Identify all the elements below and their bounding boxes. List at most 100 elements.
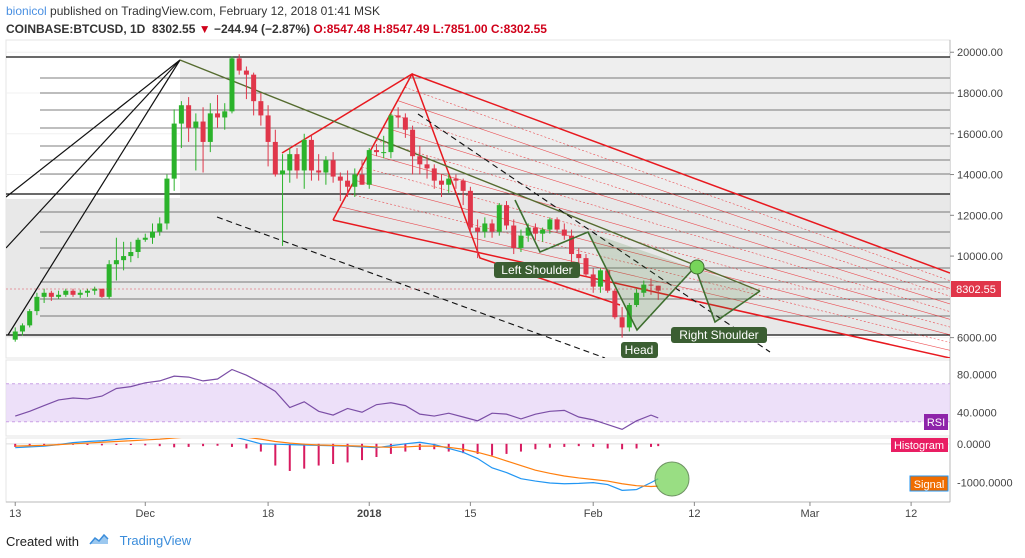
candle (489, 219, 495, 238)
trend-line[interactable] (179, 59, 761, 292)
candle-body (287, 154, 293, 171)
candle-body (619, 317, 625, 328)
price-tick-label: 14000.00 (957, 170, 1003, 182)
candle-body (99, 288, 105, 297)
candle-body (207, 113, 213, 142)
candle-body (106, 264, 112, 297)
candle (294, 148, 300, 179)
candle (121, 241, 127, 271)
candle-body (373, 150, 379, 153)
candle (265, 105, 271, 167)
candle (287, 148, 293, 183)
histogram-bar (332, 443, 335, 464)
histogram-bar (115, 443, 118, 445)
candle (395, 107, 401, 128)
candle-body (113, 260, 119, 265)
gann-fan[interactable] (6, 59, 181, 336)
candle (142, 233, 148, 242)
histogram-bar (230, 443, 233, 447)
candle (41, 288, 47, 303)
candle (540, 227, 546, 242)
histogram-bar (187, 443, 190, 447)
time-tick-label: Dec (135, 508, 155, 520)
macd-tick-label: -1000.0000 (957, 478, 1013, 490)
rsi-axis[interactable]: 80.0000 40.0000 (957, 369, 997, 419)
histogram-bar (303, 443, 306, 469)
candle-body (272, 141, 278, 175)
candle-body (41, 292, 47, 297)
histogram-bar (635, 443, 638, 449)
time-tick-label: 13 (9, 508, 21, 520)
histogram-bar (158, 443, 161, 447)
candle (569, 229, 575, 263)
time-axis[interactable]: 13 Dec 18 2018 15 Feb 12 Mar 12 (9, 502, 917, 520)
candle (359, 160, 365, 185)
candle (99, 288, 105, 298)
candle (19, 323, 25, 336)
histogram-bar (606, 443, 609, 449)
publish-info: bionicol published on TradingView.com, F… (6, 4, 380, 18)
signal-line (15, 438, 659, 488)
candle-body (243, 70, 249, 75)
histogram-bar (216, 443, 219, 446)
symbol-name: COINBASE:BTCUSD, 1D (6, 22, 146, 36)
current-price-text: 8302.55 (956, 284, 996, 296)
price-axis[interactable]: 20000.00 18000.00 16000.00 14000.00 12000.00… (950, 47, 1003, 345)
time-tick-label: 12 (688, 508, 700, 520)
signal-legend-text: Signal (914, 479, 945, 491)
candle (236, 54, 242, 75)
rsi-legend[interactable]: RSI (924, 414, 948, 430)
candle (532, 223, 538, 240)
candle (475, 219, 481, 259)
candle-body (655, 285, 661, 291)
signal-legend[interactable]: Signal (909, 475, 949, 492)
candle-body (280, 170, 286, 175)
candle (48, 290, 54, 301)
macd-histogram (14, 443, 660, 471)
candle-body (84, 290, 90, 293)
candle (149, 223, 155, 244)
macd-axis[interactable]: 0.0000 -1000.0000 (957, 439, 1013, 490)
candle (352, 168, 358, 197)
candle (345, 170, 351, 197)
right-shoulder-label[interactable]: Right Shoulder (671, 327, 767, 343)
histogram-legend-text: Histogram (894, 440, 944, 452)
histogram-bar (14, 443, 17, 447)
fib-channel[interactable] (6, 56, 950, 337)
histogram-bar (274, 443, 277, 466)
right-shoulder-text: Right Shoulder (679, 328, 758, 342)
left-shoulder-label[interactable]: Left Shoulder (494, 262, 580, 278)
candle-body (142, 237, 148, 240)
candle (561, 223, 567, 240)
candle-body (63, 290, 69, 295)
candles (12, 54, 661, 342)
price-tick-label: 20000.00 (957, 47, 1003, 59)
candle-body (27, 311, 33, 326)
candle (222, 103, 228, 130)
price-tick-label: 10000.00 (957, 251, 1003, 263)
candle-body (395, 115, 401, 118)
pitchfork-inner-line (383, 126, 950, 305)
candle-body (648, 284, 654, 286)
high-value: H:8547.49 (373, 22, 430, 36)
histogram-bar (245, 443, 248, 449)
head-label[interactable]: Head (621, 342, 658, 358)
candle-body (359, 174, 365, 185)
time-tick-label: 18 (262, 508, 274, 520)
time-tick-label: 12 (905, 508, 917, 520)
hs-pattern[interactable] (514, 199, 761, 332)
dashed-line-lower[interactable] (216, 216, 606, 358)
candle (84, 288, 90, 297)
breakout-marker (689, 259, 705, 275)
tradingview-logo-icon (88, 532, 116, 549)
fan-line-3 (6, 59, 181, 198)
candle (12, 327, 18, 342)
histogram-legend[interactable]: Histogram (891, 438, 948, 452)
author-name[interactable]: bionicol (6, 4, 47, 18)
candle (308, 135, 314, 181)
pitchfork-upper-tine (411, 73, 950, 274)
fib-channel-lines (6, 56, 950, 336)
tradingview-link[interactable]: TradingView (88, 532, 191, 549)
chart-canvas[interactable]: Left Shoulder Head Right Shoulder 20000.… (0, 0, 1025, 528)
candle (446, 174, 452, 193)
